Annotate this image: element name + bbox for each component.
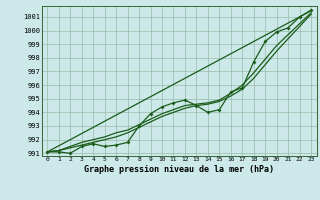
X-axis label: Graphe pression niveau de la mer (hPa): Graphe pression niveau de la mer (hPa)	[84, 165, 274, 174]
